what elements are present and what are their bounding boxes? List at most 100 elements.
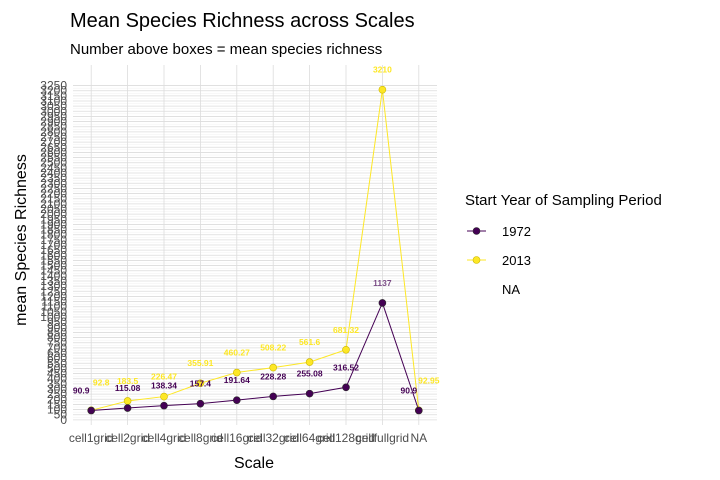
x-tick-label: cell2grid <box>105 431 150 445</box>
data-label-1972: 1137 <box>373 278 392 288</box>
y-tick-label: 1600 <box>40 248 67 262</box>
y-tick-label: 850 <box>47 325 67 339</box>
y-tick-label: 2250 <box>40 181 67 195</box>
plot-area: 90.9 115.08 138.34 157.4 191.64 228.28 255.08 3… <box>73 65 440 415</box>
data-label-1972: 255.08 <box>297 369 323 379</box>
legend-key-point <box>472 256 481 264</box>
y-tick-label: 700 <box>47 341 67 355</box>
y-tick-label: 1150 <box>41 295 67 309</box>
y-tick-label: 750 <box>47 336 67 350</box>
x-tick-label: cell16grid <box>211 431 262 445</box>
y-tick-label: 1650 <box>40 243 67 257</box>
y-tick-label: 1050 <box>40 305 67 319</box>
y-tick-label: 3100 <box>40 94 67 108</box>
y-tick-label: 2700 <box>40 135 67 149</box>
x-tick-label: cell4grid <box>142 431 187 445</box>
data-label-2013: 226.47 <box>151 372 177 382</box>
y-tick-label: 1550 <box>40 253 67 267</box>
x-tick-label: NA <box>410 431 427 445</box>
data-point-2013 <box>269 363 278 372</box>
data-point-2013 <box>342 345 350 354</box>
y-tick-label: 350 <box>47 377 67 391</box>
y-tick-label: 1950 <box>40 212 67 226</box>
y-tick-label: 1850 <box>40 223 67 237</box>
y-tick-label: 450 <box>47 367 67 381</box>
data-label-1972: 90.9 <box>73 386 90 396</box>
data-label-1972: 191.64 <box>224 375 250 385</box>
grid <box>73 65 437 425</box>
y-tick-label: 650 <box>47 346 67 360</box>
data-point-2013 <box>305 358 314 366</box>
y-tick-label: 2750 <box>40 130 67 144</box>
y-tick-label: 50 <box>54 408 68 422</box>
x-tick-label: cell1grid <box>69 431 114 445</box>
y-tick-label: 2500 <box>40 156 67 170</box>
y-axis-title: mean Species Richness <box>13 154 30 326</box>
data-point-1972 <box>87 406 95 415</box>
legend-key-point <box>472 227 481 235</box>
data-point-2013 <box>160 392 168 401</box>
y-tick-label: 2400 <box>40 166 67 180</box>
y-tick-label: 2850 <box>40 120 67 134</box>
y-tick-label: 2300 <box>40 176 67 190</box>
chart-subtitle: Number above boxes = mean species richne… <box>70 41 382 58</box>
x-axis: cell1gridcell2gridcell4gridcell8gridcell… <box>69 431 427 445</box>
data-label-2013: 183.5 <box>117 376 139 386</box>
data-point-1972 <box>269 392 278 401</box>
y-tick-label: 1750 <box>40 233 67 247</box>
data-point-1972 <box>305 389 314 398</box>
data-label-2013: 3210 <box>373 65 392 75</box>
y-tick-label: 2600 <box>40 145 67 159</box>
data-point-1972 <box>342 383 350 392</box>
y-tick-label: 3050 <box>40 99 67 113</box>
data-point-1972 <box>160 401 168 410</box>
y-tick-label: 1300 <box>40 279 67 293</box>
series-line-1972 <box>91 301 420 412</box>
data-point-1972 <box>196 399 205 408</box>
y-tick-label: 800 <box>47 331 67 345</box>
y-tick-label: 3200 <box>40 84 67 98</box>
y-tick-label: 3250 <box>40 79 67 93</box>
y-tick-label: 1000 <box>40 310 67 324</box>
chart-title: Mean Species Richness across Scales <box>70 10 415 32</box>
y-tick-label: 2900 <box>40 115 67 129</box>
data-label-1972: 157.4 <box>190 379 212 389</box>
data-point-1972 <box>378 299 387 307</box>
legend-entry-label: NA <box>502 282 520 297</box>
y-tick-label: 0 <box>60 413 67 427</box>
y-tick-label: 250 <box>47 387 67 401</box>
y-tick-label: 2050 <box>40 202 67 216</box>
y-tick-label: 1400 <box>40 269 67 283</box>
y-tick-label: 900 <box>47 320 67 334</box>
data-label-2013: 561.6 <box>299 337 321 347</box>
legend-entry-label: 2013 <box>502 253 531 268</box>
data-label-1972: 90.9 <box>401 386 418 396</box>
data-label-1972: 115.08 <box>115 383 141 393</box>
data-point-1972 <box>123 404 132 412</box>
y-tick-label: 1900 <box>40 217 67 231</box>
y-tick-label: 550 <box>47 356 67 370</box>
y-tick-label: 1350 <box>40 274 67 288</box>
y-axis: 0501001502002503003504004505005506006507… <box>40 79 67 427</box>
data-label-2013: 92.95 <box>418 375 440 385</box>
y-tick-label: 2350 <box>40 171 67 185</box>
x-tick-label: cell64grid <box>284 431 335 445</box>
y-tick-label: 100 <box>47 403 67 417</box>
y-tick-label: 2550 <box>40 151 67 165</box>
y-tick-label: 1800 <box>40 228 67 242</box>
y-tick-label: 2000 <box>40 207 67 221</box>
y-tick-label: 1450 <box>40 264 67 278</box>
y-tick-label: 200 <box>47 392 67 406</box>
x-axis-title: Scale <box>234 455 274 472</box>
legend: Start Year of Sampling Period 1972 2013 NA <box>465 192 662 297</box>
x-tick-label: cell32grid <box>248 431 299 445</box>
data-label-2013: 460.27 <box>224 348 250 358</box>
data-label-2013: 92.8 <box>93 377 110 387</box>
y-tick-label: 2450 <box>40 161 67 175</box>
data-label-1972: 316.52 <box>333 362 359 372</box>
y-tick-label: 600 <box>47 351 67 365</box>
data-label-2013: 355.91 <box>187 358 213 368</box>
y-tick-label: 3150 <box>40 89 67 103</box>
y-tick-label: 2150 <box>40 192 67 206</box>
